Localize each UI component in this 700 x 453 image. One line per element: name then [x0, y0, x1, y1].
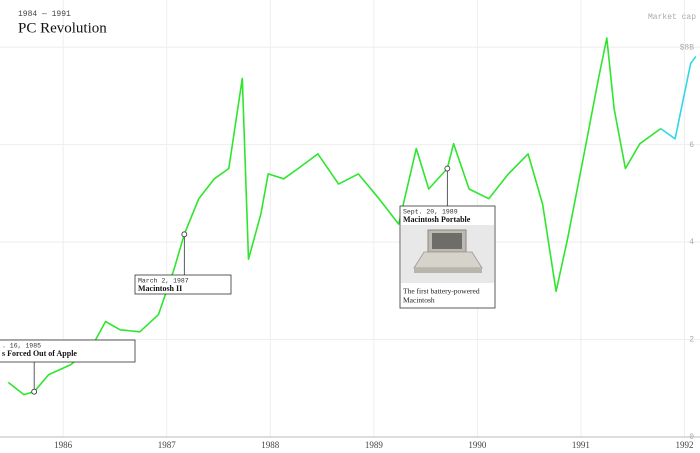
y-tick-label: 6 — [689, 141, 694, 150]
laptop-screen-glass — [432, 233, 462, 249]
x-tick-label: 1989 — [365, 440, 384, 450]
annotation-marker — [444, 165, 451, 172]
laptop-base — [413, 251, 483, 269]
annotation-box — [134, 274, 232, 295]
x-tick-label: 1990 — [468, 440, 487, 450]
annotation-date: . 16, 1985 — [2, 343, 41, 350]
x-tick-label: 1992 — [675, 440, 693, 450]
y-tick-label: 0 — [689, 433, 694, 442]
series-line — [7, 37, 662, 396]
x-tick-label: 1991 — [572, 440, 590, 450]
chart-title: PC Revolution — [18, 20, 107, 36]
y-tick-label: 4 — [689, 238, 694, 247]
y-axis-label: Market cap — [648, 13, 696, 22]
product-image — [401, 225, 494, 283]
x-tick-label: 1987 — [158, 440, 177, 450]
annotation-box — [0, 339, 136, 363]
x-tick-label: 1988 — [261, 440, 280, 450]
annotation-label: s Forced Out of Apple — [2, 349, 77, 358]
series-line — [660, 56, 697, 140]
y-tick-label: $8B — [680, 43, 695, 52]
annotation-label: Macintosh II — [138, 284, 182, 293]
x-tick-label: 1986 — [54, 440, 73, 450]
annotation-description: The first battery-powered — [403, 287, 480, 296]
laptop-front — [414, 268, 482, 273]
lines — [7, 37, 697, 396]
y-tick-label: 2 — [689, 336, 694, 345]
annotation-date: Sept. 20, 1989 — [403, 209, 458, 216]
annotation-description: Macintosh — [403, 296, 435, 305]
annotation-marker — [31, 388, 38, 395]
annotation-date: March 2, 1987 — [138, 278, 189, 285]
annotation-marker — [181, 231, 188, 238]
annotation-label: Macintosh Portable — [403, 215, 471, 224]
subtitle: 1984 — 1991 — [18, 10, 71, 19]
